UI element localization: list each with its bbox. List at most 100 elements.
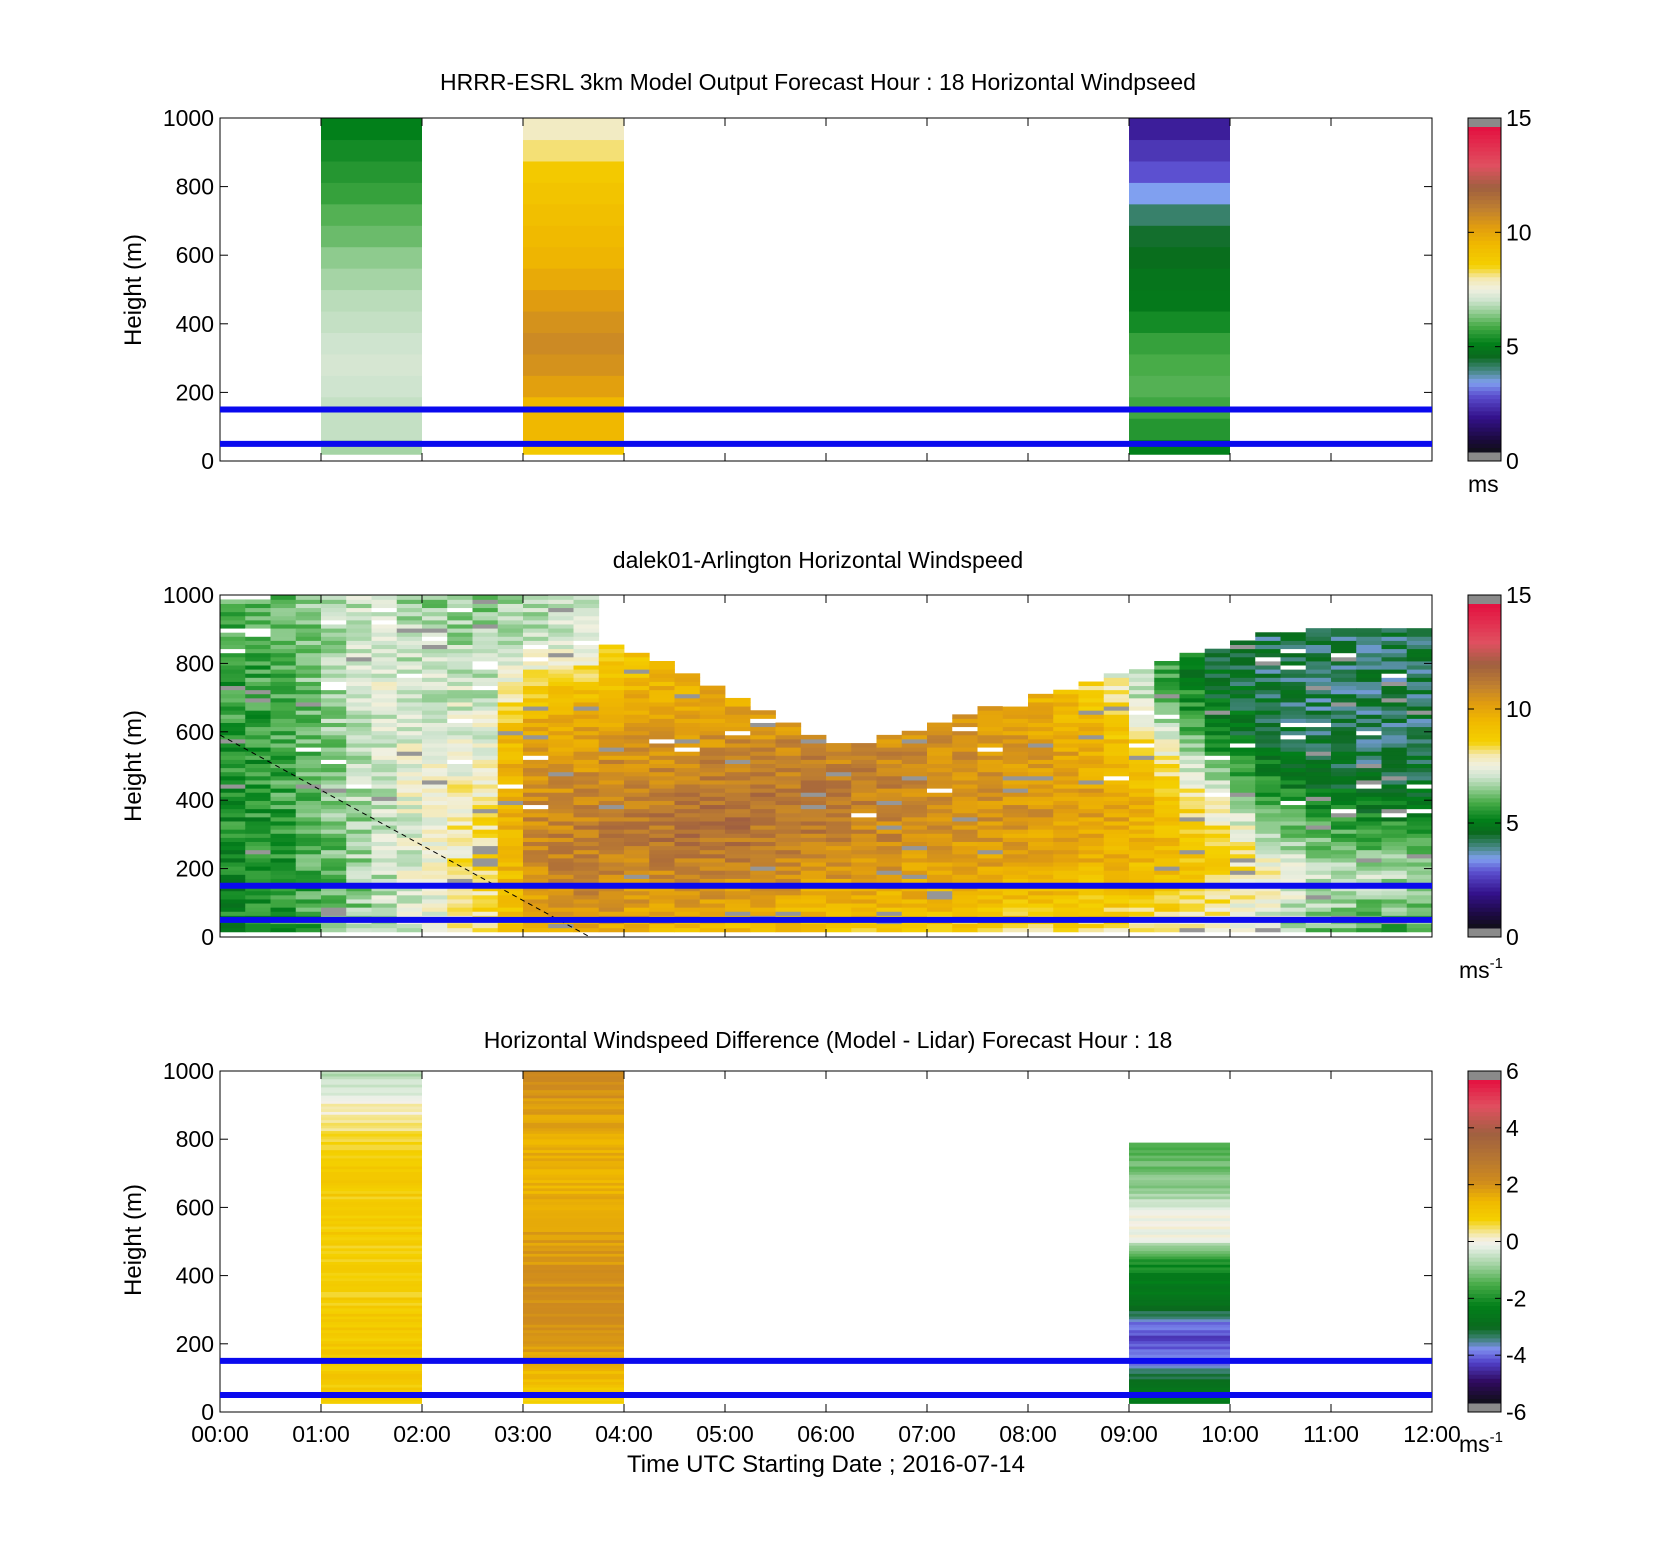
heatmap-cell	[674, 874, 701, 879]
heatmap-cell	[1028, 780, 1054, 785]
heatmap-cell	[952, 907, 978, 912]
heatmap-cell	[1129, 677, 1155, 682]
heatmap-cell	[321, 628, 347, 633]
heatmap-cell	[422, 722, 448, 728]
heatmap-cell	[649, 878, 675, 884]
heatmap-cell	[800, 833, 827, 838]
heatmap-cell	[1230, 747, 1256, 752]
heatmap-cell	[1230, 857, 1256, 863]
heatmap-cell	[321, 759, 347, 765]
heatmap-cell	[1154, 726, 1180, 732]
heatmap-cell	[523, 1237, 624, 1241]
heatmap-cell	[321, 1226, 422, 1230]
heatmap-cell	[270, 689, 297, 695]
heatmap-cell	[245, 755, 271, 760]
heatmap-cell	[321, 689, 347, 695]
heatmap-cell	[674, 849, 701, 855]
heatmap-cell	[750, 767, 776, 773]
heatmap-cell	[649, 907, 675, 912]
heatmap-cell	[472, 829, 499, 834]
heatmap-cell	[472, 652, 499, 658]
heatmap-cell	[1154, 903, 1180, 908]
heatmap-cell	[1305, 837, 1332, 842]
heatmap-cell	[750, 714, 776, 719]
heatmap-cell	[220, 751, 246, 756]
heatmap-cell	[1129, 1307, 1230, 1312]
heatmap-cell	[472, 689, 499, 695]
colorbar-swatch	[1468, 1084, 1501, 1089]
heatmap-cell	[548, 619, 574, 625]
heatmap-cell	[523, 821, 549, 826]
heatmap-cell	[321, 1228, 422, 1233]
heatmap-cell	[523, 1368, 624, 1372]
heatmap-cell	[346, 656, 372, 662]
colorbar-swatch	[1468, 766, 1501, 771]
heatmap-cell	[725, 821, 751, 826]
heatmap-cell	[624, 714, 650, 719]
heatmap-cell	[1305, 763, 1332, 769]
heatmap-cell	[1255, 722, 1281, 728]
heatmap-cell	[876, 870, 903, 875]
heatmap-cell	[674, 816, 701, 822]
heatmap-cell	[523, 722, 549, 728]
heatmap-cell	[523, 1092, 624, 1096]
heatmap-cell	[371, 747, 398, 752]
heatmap-cell	[1129, 1226, 1230, 1230]
colorbar-swatch	[1468, 745, 1501, 751]
heatmap-cell	[422, 874, 448, 879]
heatmap-cell	[750, 771, 776, 777]
heatmap-cell	[649, 677, 675, 682]
heatmap-cell	[1381, 767, 1408, 773]
heatmap-cell	[321, 225, 422, 248]
heatmap-cell	[523, 1340, 624, 1344]
heatmap-cell	[826, 829, 852, 834]
heatmap-cell	[750, 821, 776, 826]
heatmap-cell	[548, 751, 574, 756]
heatmap-cell	[1179, 849, 1206, 855]
heatmap-cell	[220, 755, 246, 760]
heatmap-cell	[699, 841, 726, 847]
heatmap-cell	[1204, 747, 1231, 752]
heatmap-cell	[497, 743, 524, 748]
heatmap-cell	[523, 685, 549, 691]
heatmap-cell	[1129, 771, 1155, 777]
heatmap-cell	[573, 808, 600, 814]
heatmap-cell	[1002, 821, 1029, 826]
heatmap-cell	[497, 656, 524, 662]
heatmap-cell	[1053, 862, 1079, 867]
heatmap-cell	[1078, 874, 1105, 879]
heatmap-cell	[750, 734, 776, 740]
heatmap-cell	[371, 886, 398, 892]
heatmap-cell	[573, 804, 600, 810]
heatmap-cell	[220, 866, 246, 871]
heatmap-cell	[422, 923, 448, 929]
heatmap-cell	[321, 903, 347, 908]
heatmap-cell	[1305, 903, 1332, 908]
heatmap-cell	[1002, 706, 1029, 711]
heatmap-cell	[1028, 878, 1054, 884]
heatmap-cell	[725, 763, 751, 769]
heatmap-cell	[1230, 677, 1256, 682]
heatmap-cell	[1204, 833, 1231, 838]
heatmap-cell	[497, 763, 524, 769]
heatmap-cell	[901, 870, 928, 875]
heatmap-cell	[523, 1215, 624, 1219]
heatmap-cell	[321, 1130, 422, 1134]
heatmap-cell	[1356, 833, 1382, 838]
heatmap-cell	[548, 878, 574, 884]
heatmap-cell	[523, 1226, 624, 1230]
heatmap-cell	[598, 821, 625, 826]
heatmap-cell	[1381, 677, 1408, 682]
heatmap-cell	[523, 796, 549, 801]
heatmap-cell	[321, 1242, 422, 1246]
heatmap-cell	[548, 726, 574, 732]
heatmap-cell	[245, 681, 271, 687]
colorbar-swatch	[1468, 159, 1501, 165]
heatmap-cell	[573, 841, 600, 847]
heatmap-cell	[220, 619, 246, 625]
heatmap-cell	[1078, 837, 1105, 842]
heatmap-cell	[1331, 738, 1357, 744]
heatmap-cell	[1078, 718, 1105, 723]
heatmap-cell	[396, 808, 423, 814]
heatmap-cell	[699, 697, 726, 703]
